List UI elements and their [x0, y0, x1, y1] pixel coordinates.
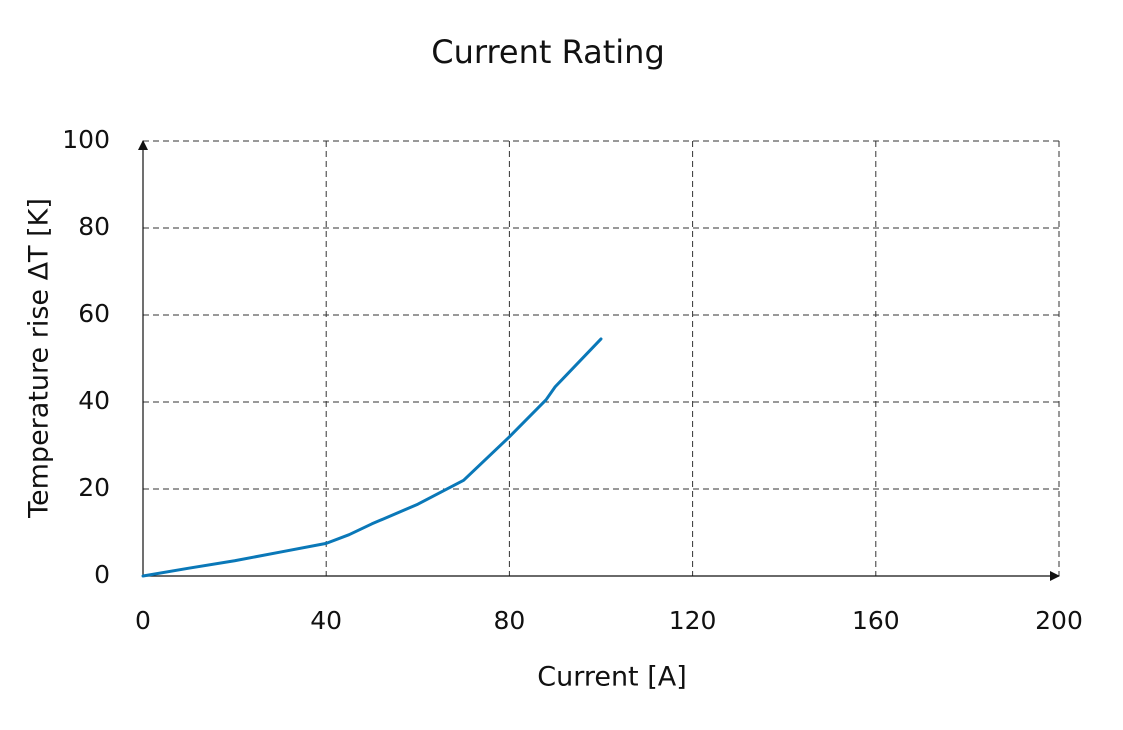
y-tick-label: 0 — [94, 560, 110, 589]
y-tick-label: 40 — [78, 386, 110, 415]
x-tick-label: 160 — [852, 606, 900, 635]
x-tick-label: 200 — [1035, 606, 1083, 635]
x-tick-label: 0 — [135, 606, 151, 635]
y-tick-label: 20 — [78, 473, 110, 502]
y-axis-label: Temperature rise ΔT [K] — [24, 198, 55, 519]
x-tick-label: 120 — [669, 606, 717, 635]
data-line — [141, 337, 603, 578]
x-tick-label: 40 — [310, 606, 342, 635]
y-tick-label: 80 — [78, 212, 110, 241]
x-tick-label: 80 — [493, 606, 525, 635]
chart-title: Current Rating — [431, 33, 665, 71]
y-tick-label: 60 — [78, 299, 110, 328]
x-axis-label: Current [A] — [537, 662, 687, 693]
y-tick-label: 100 — [62, 125, 110, 154]
